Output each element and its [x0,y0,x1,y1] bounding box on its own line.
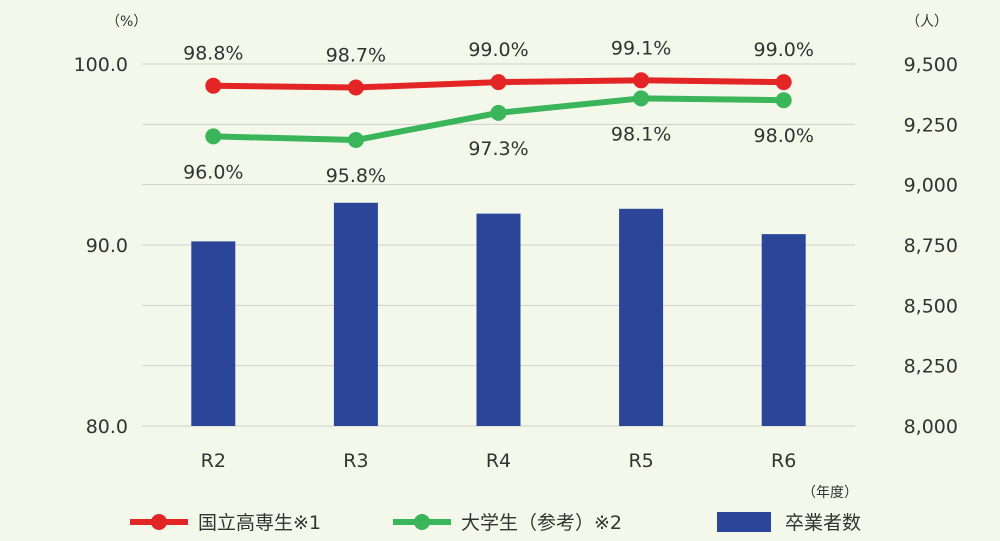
bar-R4 [476,213,521,426]
left-axis-tick-label: 100.0 [74,54,128,76]
left-axis-tick-label: 80.0 [86,416,128,438]
legend-label: 大学生（参考）※2 [461,512,622,534]
data-point [347,132,364,149]
left-axis-unit: （%） [106,14,147,30]
line-layer [205,72,792,149]
legend-label: 国立高専生※1 [198,512,321,534]
bar-layer [191,202,806,426]
category-label: R6 [771,450,796,472]
data-point [205,128,222,145]
text-layer: 8,000 8,250 8,500 8,750 9,000 9,250 9,500 80.0 9… [74,14,958,501]
data-label: 97.3% [468,138,528,160]
data-point [490,104,507,121]
data-point [347,79,364,96]
right-axis-tick-label: 8,000 [904,416,958,438]
data-label: 98.7% [326,45,386,67]
data-point [633,72,650,89]
right-axis-tick-label: 9,250 [904,114,958,136]
right-axis-tick-label: 9,500 [904,54,958,76]
right-axis-tick-label: 8,250 [904,356,958,378]
data-point [775,74,792,91]
data-label: 98.0% [754,125,814,147]
legend-label: 卒業者数 [785,512,861,534]
left-axis-tick-label: 90.0 [86,235,128,257]
data-point [633,90,650,107]
data-label: 99.0% [754,39,814,61]
bar-R6 [761,234,806,426]
right-axis-tick-label: 9,000 [904,175,958,197]
data-label: 96.0% [183,161,243,183]
legend-swatch-bar [717,512,771,532]
data-label: 99.0% [468,39,528,61]
data-label: 99.1% [611,37,671,59]
x-axis-unit: （年度） [802,485,858,501]
data-label: 98.1% [611,123,671,145]
data-label: 95.8% [326,165,386,187]
category-label: R5 [628,450,653,472]
category-label: R2 [201,450,226,472]
bar-R5 [619,208,664,426]
category-label: R3 [343,450,368,472]
right-axis-tick-label: 8,500 [904,295,958,317]
legend: 国立高専生※1 大学生（参考）※2 卒業者数 [130,512,861,534]
right-axis-unit: （人） [906,14,948,30]
legend-swatch-marker [151,514,167,530]
bar-R2 [191,241,236,426]
data-point [775,92,792,109]
right-axis-tick-label: 8,750 [904,235,958,257]
category-label: R4 [486,450,511,472]
data-point [205,77,222,94]
bar-R3 [333,202,378,426]
legend-swatch-marker [414,514,430,530]
data-point [490,74,507,91]
data-label: 98.8% [183,43,243,65]
